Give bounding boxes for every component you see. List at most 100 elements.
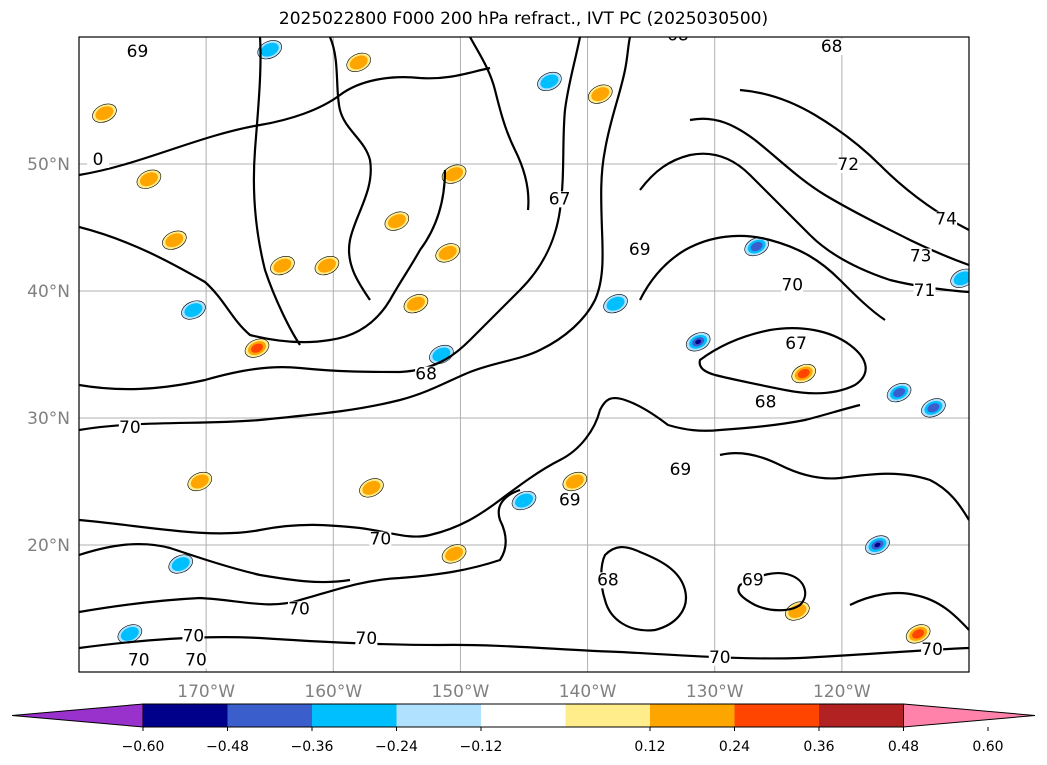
refractivity-contours bbox=[79, 37, 969, 660]
contour-label: 70 bbox=[128, 650, 150, 670]
contour-label: 69 bbox=[742, 570, 764, 590]
contour-label: 71 bbox=[914, 281, 936, 301]
ivt-patch bbox=[905, 624, 931, 644]
lat-tick-label: 50°N bbox=[27, 155, 70, 175]
colorbar-segment bbox=[312, 704, 397, 727]
ivt-patch bbox=[136, 169, 162, 189]
contour-line bbox=[79, 488, 521, 614]
lat-tick-label: 30°N bbox=[27, 409, 70, 429]
colorbar-tick-label: −0.48 bbox=[206, 739, 249, 755]
contour-label: 68 bbox=[821, 37, 843, 57]
lat-tick-label: 40°N bbox=[27, 282, 70, 302]
ivt-patch bbox=[168, 554, 193, 574]
colorbar-tick-label: 0.60 bbox=[972, 739, 1003, 755]
ivt-patch bbox=[314, 256, 340, 276]
colorbar-segment bbox=[227, 704, 312, 727]
contour-label: 69 bbox=[670, 460, 692, 480]
contour-line bbox=[689, 117, 969, 267]
colorbar-segment bbox=[734, 704, 819, 727]
contour-line bbox=[737, 571, 807, 612]
colorbar-segment bbox=[565, 704, 650, 727]
lon-tick-label: 150°W bbox=[432, 682, 490, 702]
colorbar-segment bbox=[143, 704, 228, 727]
colorbar-tick-label: 0.24 bbox=[719, 739, 750, 755]
ivt-patch bbox=[744, 236, 769, 257]
contour-line bbox=[328, 37, 372, 301]
ivt-patch bbox=[346, 52, 371, 72]
contour-line bbox=[252, 37, 301, 346]
contour-line bbox=[739, 88, 969, 231]
colorbar-segment bbox=[650, 704, 735, 727]
colorbar-tick-label: −0.24 bbox=[375, 739, 418, 755]
ivt-patch bbox=[588, 84, 613, 104]
lon-tick-label: 130°W bbox=[686, 682, 744, 702]
ivt-patch bbox=[270, 256, 295, 276]
contour-label: 68 bbox=[415, 365, 437, 385]
contour-label: 70 bbox=[119, 418, 141, 438]
ivt-patch bbox=[921, 398, 946, 418]
contour-label: 73 bbox=[910, 247, 932, 267]
axis-tick-labels: 170°W 160°W 150°W 140°W 130°W 120°W 20°N 30°N 40… bbox=[27, 155, 871, 702]
ivt-patch bbox=[359, 478, 384, 498]
colorbar: −0.60 −0.48 −0.36 −0.24 −0.12 0.12 0.24 0.36 0.4… bbox=[11, 703, 1036, 755]
contour-label: 70 bbox=[781, 276, 803, 296]
contour-line bbox=[79, 66, 491, 177]
ivt-patch bbox=[403, 294, 429, 314]
plot-frame bbox=[78, 36, 970, 673]
contour-label: 70 bbox=[370, 530, 392, 550]
ivt-patch bbox=[441, 544, 467, 564]
contour-line bbox=[849, 591, 969, 631]
plot-background bbox=[79, 37, 969, 672]
contour-label: 70 bbox=[185, 650, 207, 670]
contour-line bbox=[79, 542, 351, 584]
contour-label: 68 bbox=[597, 570, 619, 590]
colorbar-segment bbox=[396, 704, 481, 727]
colorbar-extend-min bbox=[11, 703, 144, 728]
ivt-patch bbox=[435, 243, 460, 263]
ivt-patch bbox=[603, 294, 628, 314]
contour-label: 70 bbox=[356, 629, 378, 649]
contour-label: 68 bbox=[667, 26, 689, 46]
contour-label: 0 bbox=[93, 150, 104, 170]
contour-line bbox=[639, 234, 886, 321]
colorbar-tick-label: 0.48 bbox=[888, 739, 919, 755]
lon-tick-label: 140°W bbox=[559, 682, 617, 702]
graticule bbox=[79, 37, 969, 672]
ivt-patch bbox=[511, 490, 537, 511]
ivt-patch bbox=[562, 471, 588, 492]
colorbar-tick-label: 0.12 bbox=[634, 739, 665, 755]
ivt-patch bbox=[791, 363, 816, 384]
contour-label: 74 bbox=[935, 210, 957, 230]
contour-label: 70 bbox=[288, 600, 310, 620]
contour-label: 70 bbox=[183, 626, 205, 646]
lon-tick-label: 160°W bbox=[304, 682, 362, 702]
colorbar-tick-label: −0.12 bbox=[460, 739, 503, 755]
ivt-patch bbox=[92, 103, 117, 123]
contour-line bbox=[79, 37, 632, 432]
map-title: 2025022800 F000 200 hPa refract., IVT PC… bbox=[278, 9, 769, 29]
ivt-patch bbox=[181, 300, 206, 320]
contour-label: 69 bbox=[559, 490, 581, 510]
colorbar-tick-label: −0.60 bbox=[122, 739, 165, 755]
contour-line bbox=[79, 396, 861, 538]
ivt-patch bbox=[187, 471, 213, 492]
contour-label: 70 bbox=[709, 648, 731, 668]
contour-line bbox=[600, 546, 688, 632]
colorbar-frame bbox=[142, 703, 904, 728]
contour-label: 72 bbox=[837, 155, 859, 175]
contour-label: 67 bbox=[785, 334, 807, 354]
ivt-patch bbox=[441, 164, 467, 184]
ivt-patch bbox=[865, 535, 890, 555]
colorbar-extend-max bbox=[903, 703, 1036, 728]
contour-line bbox=[469, 37, 530, 211]
contour-line bbox=[698, 327, 867, 395]
colorbar-segment bbox=[819, 704, 904, 727]
contour-label: 69 bbox=[629, 240, 651, 260]
contour-line bbox=[79, 169, 447, 344]
lon-tick-label: 120°W bbox=[813, 682, 871, 702]
ivt-patch bbox=[257, 40, 282, 60]
ivt-patch bbox=[685, 332, 711, 352]
ivt-patch bbox=[886, 383, 912, 403]
contour-line bbox=[79, 636, 969, 660]
